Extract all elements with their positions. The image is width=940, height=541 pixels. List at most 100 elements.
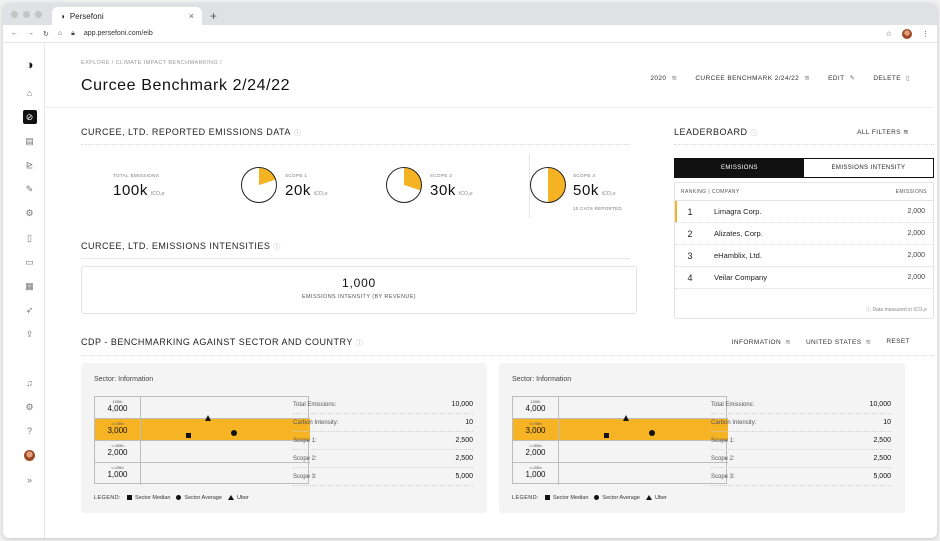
expand-rail-icon[interactable]: » [26,474,32,485]
intensities-section-title: CURCEE, LTD. EMISSIONS INTENSITIES ⓘ [81,241,281,251]
bookmark-star-icon[interactable]: ☆ [885,30,892,38]
edit-icon: ✎ [849,75,856,82]
files-nav-icon[interactable]: ▭ [25,256,34,267]
kpi-value: 30k tCO₂e [430,182,473,199]
page-title: Curcee Benchmark 2/24/22 [81,77,291,94]
company: Limagra Corp. [714,207,762,216]
breadcrumb[interactable]: EXPLORE / CLIMATE IMPACT BENCHMARKING / [81,60,222,66]
window-controls[interactable] [11,3,42,25]
user-avatar[interactable] [23,449,37,463]
filter-icon: ≋ [671,75,678,82]
back-icon[interactable]: ← [11,30,18,37]
emissions: 2,000 [907,252,925,259]
filter-icon: ≋ [903,129,909,136]
gear-icon[interactable]: ⚙ [25,401,34,412]
sector-median-marker [604,433,609,438]
uber-marker [205,415,211,421]
info-icon[interactable]: ⓘ [355,340,364,347]
company: eHamblix, Ltd. [714,251,762,260]
tab-emissions-intensity[interactable]: EMISSIONS INTENSITY [831,165,906,171]
edit-button[interactable]: EDIT ✎ [828,75,856,82]
table-row[interactable]: 2 Alizates, Corp. 2,000 [675,223,933,245]
forward-icon[interactable]: → [27,30,34,37]
persefoni-logo-icon[interactable]: ◑ [25,57,34,72]
building-nav-icon[interactable]: ▦ [25,281,34,291]
table-row[interactable]: 1 Limagra Corp. 2,000 [675,201,933,223]
kpi-value: 100k tCO₂e [113,182,165,199]
table-row[interactable]: 4 Veilar Company 2,000 [675,267,933,289]
main-content: EXPLORE / CLIMATE IMPACT BENCHMARKING / … [45,43,934,538]
report-nav-icon[interactable]: ▤ [25,135,34,146]
sector-average-marker [649,430,655,436]
chart-nav-icon[interactable]: ⊵ [25,160,34,171]
tab-emissions[interactable]: EMISSIONS [675,159,804,177]
year-filter-button[interactable]: 2020 ≋ [650,75,678,82]
kpi-value: 50k tCO₂e [573,182,616,199]
browser-menu-icon[interactable]: ⋮ [922,30,929,38]
browser-tab[interactable]: ◑ Persefoni × [52,7,202,25]
stats-list: Total Emissions: 10,000 Carbon Intensity:… [711,396,891,486]
col-ranking-company[interactable]: RANKING | COMPANY [681,188,740,195]
home-nav-icon[interactable]: ⌂ [26,88,33,98]
sector-median-marker [186,433,191,438]
header-actions: 2020 ≋ CURCEE BENCHMARK 2/24/22 ≋ EDIT ✎ DE… [650,74,910,82]
benchmark-card: Sector: Information 100th 4,000 <=75th 3,0… [81,363,487,513]
delete-button[interactable]: DELETE ▯ [873,75,910,82]
col-emissions[interactable]: EMISSIONS [895,188,927,195]
info-icon[interactable]: ⓘ [750,130,759,137]
intensity-value: 1,000 [341,276,377,290]
emissions: 2,000 [907,208,925,215]
profile-avatar[interactable] [902,28,912,39]
company: Alizates, Corp. [714,229,763,238]
card-title: Sector: Information [94,376,154,383]
rank: 2 [687,228,693,239]
percentile-grid: 100th 4,000 <=75th 3,000 <=50th 2,000 <=25t… [512,396,728,485]
company: Veilar Company [714,273,767,282]
cdp-section-title: CDP - BENCHMARKING AGAINST SECTOR AND CO… [81,337,364,347]
percentile-grid: 100th 4,000 <=75th 3,000 <=50th 2,000 <=25t… [94,396,310,485]
chart-legend: LEGEND: Sector Median Sector Average Ube… [94,495,249,501]
help-icon[interactable]: ? [26,426,32,437]
leaf-nav-icon[interactable]: ✎ [25,184,34,195]
home-icon[interactable]: ⌂ [57,30,63,37]
favicon-icon: ◑ [60,11,65,21]
upload-nav-icon[interactable]: ⇪ [25,329,34,340]
kpi-label: TOTAL EMISSIONS [113,173,160,178]
page-body: CURCEE, LTD. REPORTED EMISSIONS DATA ⓘ TO… [45,109,934,538]
scope3-pie [530,167,566,203]
chart-legend: LEGEND: Sector Median Sector Average Ube… [512,495,667,501]
info-icon[interactable]: ⓘ [273,244,281,251]
url-field[interactable]: app.persefoni.com/eib [83,30,153,37]
intensity-label: EMISSIONS INTENSITY (BY REVENUE) [301,294,417,300]
reset-button[interactable]: RESET [886,338,910,345]
leaderboard-title: LEADERBOARD ⓘ [674,127,759,137]
rank: 3 [687,250,693,261]
info-icon[interactable]: ⓘ [293,130,302,137]
send-nav-icon[interactable]: ➶ [25,305,34,316]
benchmark-filter-button[interactable]: CURCEE BENCHMARK 2/24/22 ≋ [695,75,811,82]
new-tab-button[interactable]: + [210,9,218,23]
filter-icon: ≋ [804,75,811,82]
leaderboard-tabs: EMISSIONS EMISSIONS INTENSITY [674,158,934,178]
notifications-icon[interactable]: ♫ [26,378,33,389]
country-filter-button[interactable]: UNITED STATES ≋ [805,339,872,346]
rank: 4 [687,272,693,283]
table-header: RANKING | COMPANY EMISSIONS [675,183,933,201]
leaderboard-table: RANKING | COMPANY EMISSIONS 1 Limagra Co… [674,182,934,319]
side-rail: ◑ ⌂ ⊘ ▤ ⊵ ✎ ⚙ ▯ ▭ ▦ ➶ ⇪ ♫ ⚙ ? » [15,43,45,538]
sector-filter-button[interactable]: INFORMATION ≋ [731,339,791,346]
close-tab-icon[interactable]: × [188,11,194,21]
compass-nav-icon[interactable]: ⊘ [22,110,37,125]
kpi-label: SCOPE 1 [285,173,308,178]
document-nav-icon[interactable]: ▯ [27,232,32,243]
emissions: 2,000 [907,274,925,281]
settings-nav-icon[interactable]: ⚙ [25,208,34,219]
leaderboard-footnote: ⓘ Data measured in tCO₂e [866,307,927,313]
all-filters-button[interactable]: ALL FILTERS ≋ [857,129,909,136]
scope1-pie [241,167,277,203]
filter-icon: ≋ [785,339,791,346]
reload-icon[interactable]: ↻ [43,30,49,38]
table-row[interactable]: 3 eHamblix, Ltd. 2,000 [675,245,933,267]
lock-icon: 🔒︎ [71,29,75,37]
tab-title: Persefoni [69,11,104,21]
